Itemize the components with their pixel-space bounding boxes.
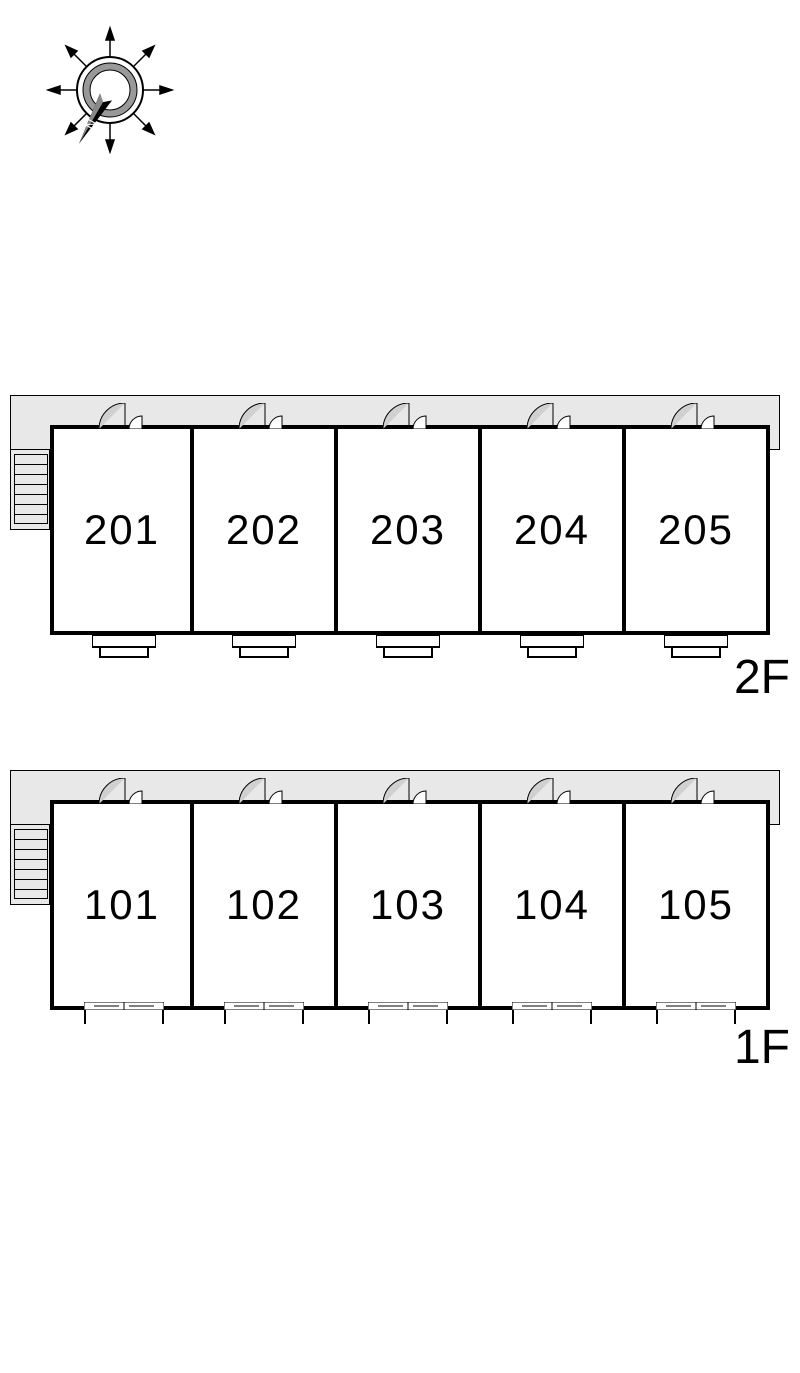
rooms-row-1f: 101 102 103 104 105 — [50, 800, 770, 1010]
tick-icon — [590, 1010, 592, 1024]
balcony-icon — [376, 635, 440, 659]
tick-icon — [224, 1010, 226, 1024]
tick-icon — [512, 1010, 514, 1024]
stairs-2f — [10, 450, 50, 530]
tick-icon — [162, 1010, 164, 1024]
room-204: 204 — [482, 425, 626, 635]
room-202: 202 — [194, 425, 338, 635]
room-205: 205 — [626, 425, 770, 635]
room-label: 204 — [514, 506, 590, 554]
window-icon — [84, 1002, 164, 1010]
room-label: 104 — [514, 881, 590, 929]
room-label: 205 — [658, 506, 734, 554]
tick-icon — [84, 1010, 86, 1024]
room-label: 105 — [658, 881, 734, 929]
balcony-icon — [520, 635, 584, 659]
room-104: 104 — [482, 800, 626, 1010]
window-icon — [512, 1002, 592, 1010]
floor-label-1f: 1F — [734, 1020, 790, 1075]
room-label: 201 — [84, 506, 160, 554]
room-103: 103 — [338, 800, 482, 1010]
room-203: 203 — [338, 425, 482, 635]
window-icon — [368, 1002, 448, 1010]
room-label: 103 — [370, 881, 446, 929]
tick-icon — [446, 1010, 448, 1024]
window-icon — [224, 1002, 304, 1010]
tick-icon — [302, 1010, 304, 1024]
room-105: 105 — [626, 800, 770, 1010]
floor-label-2f: 2F — [734, 650, 790, 705]
balcony-icon — [232, 635, 296, 659]
room-101: 101 — [50, 800, 194, 1010]
compass-rose: N — [40, 20, 180, 160]
tick-icon — [656, 1010, 658, 1024]
window-icon — [656, 1002, 736, 1010]
balcony-icon — [664, 635, 728, 659]
room-label: 202 — [226, 506, 302, 554]
room-label: 101 — [84, 881, 160, 929]
stairs-1f — [10, 825, 50, 905]
balcony-icon — [92, 635, 156, 659]
rooms-row-2f: 201 202 203 204 205 — [50, 425, 770, 635]
room-201: 201 — [50, 425, 194, 635]
room-label: 203 — [370, 506, 446, 554]
tick-icon — [368, 1010, 370, 1024]
room-label: 102 — [226, 881, 302, 929]
room-102: 102 — [194, 800, 338, 1010]
